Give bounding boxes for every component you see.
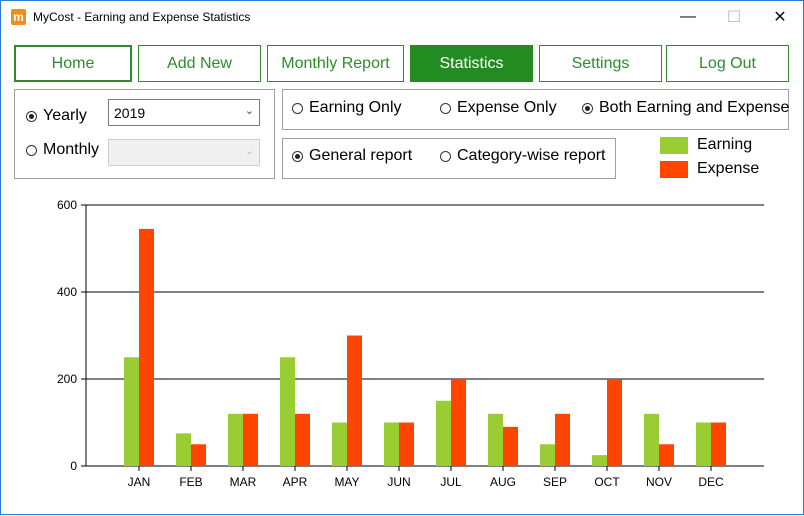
radio-unselected-icon — [26, 144, 37, 156]
y-tick-label: 400 — [57, 285, 77, 299]
maximize-button[interactable]: ☐ — [726, 9, 742, 26]
both-radio[interactable]: Both Earning and Expense — [582, 99, 789, 117]
earning-bar-sep — [540, 444, 555, 466]
y-tick-label: 200 — [57, 372, 77, 386]
year-select-value: 2019 — [114, 104, 146, 121]
radio-unselected-icon — [292, 102, 303, 114]
category-report-radio[interactable]: Category-wise report — [440, 147, 606, 165]
expense-bar-may — [347, 335, 362, 466]
legend-expense-swatch — [660, 161, 688, 178]
month-select: ⌄ — [108, 139, 260, 166]
x-tick-label: AUG — [490, 475, 516, 489]
expense-bar-apr — [295, 413, 310, 466]
expense-bar-sep — [555, 413, 570, 466]
legend-expense-label: Expense — [697, 160, 760, 177]
expense-only-label: Expense Only — [457, 99, 557, 116]
earning-bar-jul — [436, 400, 451, 466]
expense-bar-jan — [139, 228, 154, 466]
earning-bar-dec — [696, 422, 711, 466]
m-logo-icon: m — [11, 9, 26, 25]
x-tick-label: NOV — [646, 475, 672, 489]
earning-bar-mar — [228, 413, 243, 466]
minimize-button[interactable]: — — [680, 8, 696, 25]
x-tick-label: FEB — [179, 475, 202, 489]
general-report-radio[interactable]: General report — [292, 147, 412, 165]
expense-bar-aug — [503, 426, 518, 466]
expense-bar-dec — [711, 422, 726, 466]
expense-bar-jul — [451, 379, 466, 466]
earning-bar-feb — [176, 433, 191, 466]
expense-bar-nov — [659, 444, 674, 466]
x-tick-label: MAR — [230, 475, 257, 489]
nav-statistics-button[interactable]: Statistics — [410, 45, 533, 82]
earning-bar-oct — [592, 455, 607, 466]
title-bar[interactable]: m MyCost - Earning and Expense Statistic… — [1, 1, 803, 33]
radio-unselected-icon — [440, 102, 451, 114]
x-tick-label: DEC — [698, 475, 724, 489]
yearly-radio[interactable]: Yearly — [26, 107, 87, 125]
chevron-down-icon: ⌄ — [244, 105, 254, 117]
radio-selected-icon — [292, 150, 303, 162]
expense-bar-feb — [191, 444, 206, 466]
monthly-label: Monthly — [43, 141, 100, 158]
expense-only-radio[interactable]: Expense Only — [440, 99, 557, 117]
earning-bar-jan — [124, 357, 139, 466]
legend-earning-label: Earning — [697, 136, 753, 153]
general-report-label: General report — [309, 147, 413, 164]
x-tick-label: APR — [283, 475, 308, 489]
year-select[interactable]: 2019 ⌄ — [108, 99, 260, 126]
x-tick-label: OCT — [594, 475, 620, 489]
x-tick-label: MAY — [334, 475, 359, 489]
category-report-label: Category-wise report — [457, 147, 606, 164]
expense-bar-oct — [607, 379, 622, 466]
window-title: MyCost - Earning and Expense Statistics — [33, 10, 251, 24]
x-tick-label: SEP — [543, 475, 567, 489]
close-button[interactable]: ✕ — [773, 9, 787, 26]
monthly-radio[interactable]: Monthly — [26, 141, 99, 159]
nav-home-button[interactable]: Home — [14, 45, 132, 82]
both-label: Both Earning and Expense — [599, 99, 790, 116]
earning-bar-aug — [488, 413, 503, 466]
earning-bar-nov — [644, 413, 659, 466]
radio-selected-icon — [26, 110, 37, 122]
earning-only-radio[interactable]: Earning Only — [292, 99, 402, 117]
filter-group — [282, 89, 789, 130]
nav-monthly-report-button[interactable]: Monthly Report — [267, 45, 404, 82]
x-tick-label: JUL — [440, 475, 462, 489]
earning-bar-jun — [384, 422, 399, 466]
radio-unselected-icon — [440, 150, 451, 162]
earning-bar-may — [332, 422, 347, 466]
expense-bar-mar — [243, 413, 258, 466]
chevron-down-icon: ⌄ — [244, 145, 254, 157]
yearly-label: Yearly — [43, 107, 87, 124]
x-tick-label: JUN — [387, 475, 410, 489]
nav-add-new-button[interactable]: Add New — [138, 45, 261, 82]
y-tick-label: 600 — [57, 198, 77, 212]
expense-bar-jun — [399, 422, 414, 466]
x-tick-label: JAN — [128, 475, 151, 489]
y-tick-label: 0 — [70, 459, 77, 473]
earning-bar-apr — [280, 357, 295, 466]
report-type-group — [282, 138, 616, 179]
period-group — [14, 89, 275, 179]
earning-only-label: Earning Only — [309, 99, 402, 116]
nav-log-out-button[interactable]: Log Out — [666, 45, 789, 82]
nav-settings-button[interactable]: Settings — [539, 45, 662, 82]
legend-earning-swatch — [660, 137, 688, 154]
radio-selected-icon — [582, 102, 593, 114]
